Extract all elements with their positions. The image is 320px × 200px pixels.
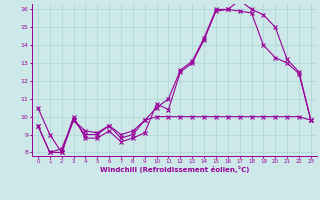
X-axis label: Windchill (Refroidissement éolien,°C): Windchill (Refroidissement éolien,°C) xyxy=(100,166,249,173)
